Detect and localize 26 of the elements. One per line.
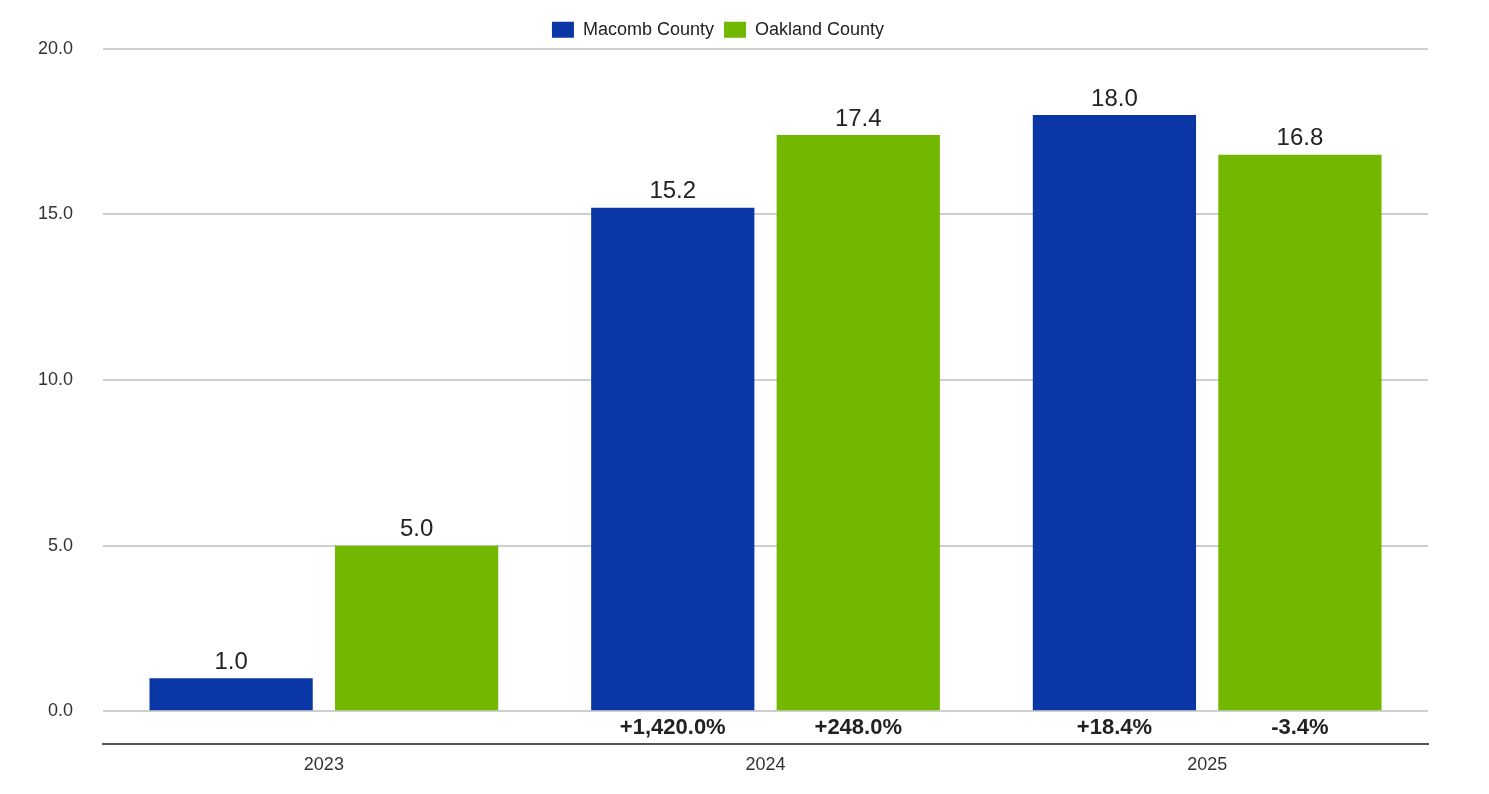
bar [334,545,499,711]
bar [591,207,755,711]
data-label: 15.2 [649,176,697,204]
y-tick-label: 10.0 [37,369,74,390]
x-tick-label: 2023 [303,754,344,775]
annotation: +18.4% [1076,713,1153,739]
legend-label: Macomb County [582,18,714,39]
data-label: 17.4 [834,103,882,131]
bar [776,134,940,711]
annotation: -3.4% [1271,713,1329,739]
annotation: +1,420.0% [619,713,726,739]
bar [1218,154,1382,711]
data-label: 18.0 [1091,83,1138,111]
y-tick-label: 15.0 [37,203,74,224]
annotation: +248.0% [814,713,902,739]
y-tick-label: 20.0 [37,37,74,58]
y-tick-label: 0.0 [48,700,74,721]
data-label: 1.0 [214,646,248,674]
bar [149,678,313,711]
y-tick-label: 5.0 [48,534,74,555]
data-label: 16.8 [1276,123,1324,151]
x-tick-label: 2025 [1187,754,1228,775]
data-label: 5.0 [399,514,434,542]
bar [1032,115,1197,711]
legend-label: Oakland County [754,18,885,39]
x-tick-label: 2024 [745,754,786,775]
